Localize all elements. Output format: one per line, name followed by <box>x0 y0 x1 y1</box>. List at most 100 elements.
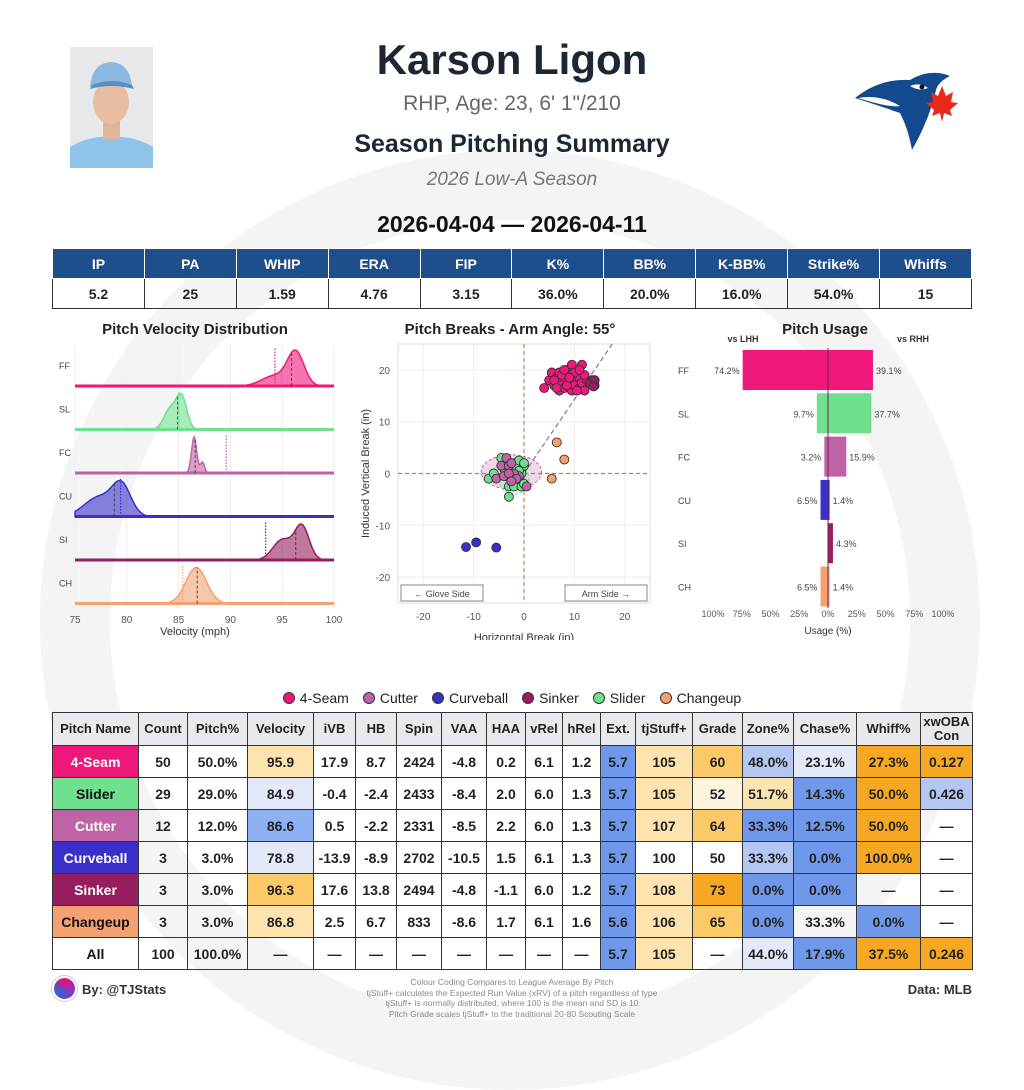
metric-cell: 100.0% <box>856 841 921 874</box>
density-CH <box>75 566 334 605</box>
metric-cell: 64 <box>692 809 743 842</box>
velocity-distribution-chart: 75 80 85 90 95 100 Velocity (mph) FF SL FC CU SI CH <box>59 345 343 638</box>
metric-cell: 2702 <box>396 841 442 874</box>
row-label: FC <box>59 448 71 458</box>
metric-cell: 5.7 <box>600 745 636 778</box>
x-axis-label: Velocity (mph) <box>160 626 230 638</box>
metric-cell: 0.246 <box>920 937 973 970</box>
x-tick-label: 80 <box>121 615 133 626</box>
metric-cell: -8.5 <box>441 809 487 842</box>
column-header: iVB <box>313 712 356 746</box>
metric-cell: 0.0% <box>742 873 794 906</box>
metric-cell: 3.0% <box>187 905 248 938</box>
breaks-chart-title: Pitch Breaks - Arm Angle: 55° <box>404 321 616 338</box>
date-range: 2026-04-04 — 2026-04-11 <box>377 211 647 237</box>
metric-cell: — <box>525 937 563 970</box>
metric-cell: -2.4 <box>355 777 397 810</box>
metric-cell: 1.3 <box>562 841 601 874</box>
player-name: Karson Ligon <box>376 36 648 83</box>
point-CH <box>551 437 562 448</box>
point-FF <box>564 372 575 383</box>
metric-cell: 2.5 <box>313 905 356 938</box>
metric-cell: 100 <box>138 937 188 970</box>
metric-cell: — <box>355 937 397 970</box>
metric-cell: — <box>920 873 973 906</box>
metric-cell: -4.8 <box>441 745 487 778</box>
lhh-value-label: 6.5% <box>797 496 818 506</box>
pitch-name-cell: Cutter <box>52 809 139 842</box>
legend-label: Slider <box>609 690 646 706</box>
bar-rhh-FF <box>828 350 873 390</box>
bar-lhh-CU <box>820 479 828 520</box>
column-header: hRel <box>562 712 601 746</box>
metric-cell: — <box>562 937 601 970</box>
point-CH <box>559 454 570 465</box>
point-FC <box>506 458 517 469</box>
row-label: FF <box>59 361 70 371</box>
metric-cell: — <box>692 937 743 970</box>
metric-cell: 100 <box>635 841 693 874</box>
metric-cell: 106 <box>635 905 693 938</box>
legend-dot-icon <box>431 692 444 704</box>
metric-cell: 14.3% <box>793 777 857 810</box>
pitch-name-cell: 4-Seam <box>52 745 139 778</box>
x-tick-label: -20 <box>416 612 431 623</box>
y-tick-label: -10 <box>376 521 391 532</box>
table-row: Cutter 12 12.0% 86.6 0.5 -2.2 2331 -8.5 2.2 6.0 1.… <box>52 809 973 842</box>
metric-cell: 105 <box>635 937 693 970</box>
metric-cell: 2494 <box>396 873 442 906</box>
x-tick-label: 100% <box>701 609 724 619</box>
team-logo <box>850 58 965 153</box>
bar-rhh-SI <box>828 523 833 564</box>
bar-rhh-CU <box>828 479 830 520</box>
season-stats-table: IP PA WHIP ERA FIP K% BB% K-BB% Strike% Whiffs 5.… <box>52 248 972 309</box>
metric-cell: 84.9 <box>247 777 314 810</box>
density-SL <box>75 392 334 431</box>
metric-cell: 50.0% <box>187 745 248 778</box>
metric-cell: 86.6 <box>247 809 314 842</box>
metric-cell: 12 <box>138 809 188 842</box>
lhh-value-label: 6.5% <box>797 583 818 593</box>
metric-cell: 6.1 <box>525 841 563 874</box>
legend-item-FF: 4-Seam <box>282 690 349 706</box>
footer-note: tjStuff+ calculates the Expected Run Val… <box>366 987 658 998</box>
legend-dot-icon <box>659 692 672 704</box>
metric-cell: 0.0% <box>856 905 921 938</box>
usage-chart-title: Pitch Usage <box>670 321 990 338</box>
x-tick-label: 75% <box>905 609 923 619</box>
pitch-name-cell: Slider <box>52 777 139 810</box>
footer-note: Colour Coding Compares to League Average… <box>410 977 614 987</box>
metric-cell: 0.5 <box>313 809 356 842</box>
arm-side-label: Arm Side → <box>582 589 631 599</box>
x-tick-label: 10 <box>569 612 581 623</box>
player-photo <box>70 47 153 168</box>
metric-cell: — <box>920 905 973 938</box>
y-tick-label: 10 <box>379 418 391 429</box>
metric-cell: 1.3 <box>562 777 601 810</box>
tjstats-logo <box>52 976 77 1001</box>
legend-label: Cutter <box>379 690 418 706</box>
legend-dot-icon <box>592 692 605 704</box>
footer-notes: Colour Coding Compares to League Average… <box>0 977 1024 1019</box>
lhh-value-label: 3.2% <box>801 453 822 463</box>
metric-cell: 6.0 <box>525 809 563 842</box>
x-tick-label: 85 <box>173 615 185 626</box>
metric-cell: 100.0% <box>187 937 248 970</box>
stat-header: Whiffs <box>879 248 972 279</box>
metric-cell: 23.1% <box>793 745 857 778</box>
column-header: Chase% <box>793 712 857 746</box>
stat-header: WHIP <box>235 248 329 279</box>
category-label: FC <box>678 453 690 463</box>
stat-header: PA <box>143 248 237 279</box>
category-label: SI <box>678 539 687 549</box>
metric-cell: 0.0% <box>793 873 857 906</box>
metric-cell: 1.2 <box>562 873 601 906</box>
legend-item-SI: Sinker <box>522 690 579 706</box>
metric-cell: 105 <box>635 745 693 778</box>
metric-cell: 1.2 <box>562 745 601 778</box>
pitch-legend: 4-Seam Cutter Curveball Sinker Slider Changeu… <box>0 690 1024 706</box>
table-row: Curveball 3 3.0% 78.8 -13.9 -8.9 2702 -10.5 1.5 6… <box>52 841 973 874</box>
metric-cell: — <box>920 809 973 842</box>
row-label: SI <box>59 535 68 545</box>
category-label: FF <box>678 366 689 376</box>
